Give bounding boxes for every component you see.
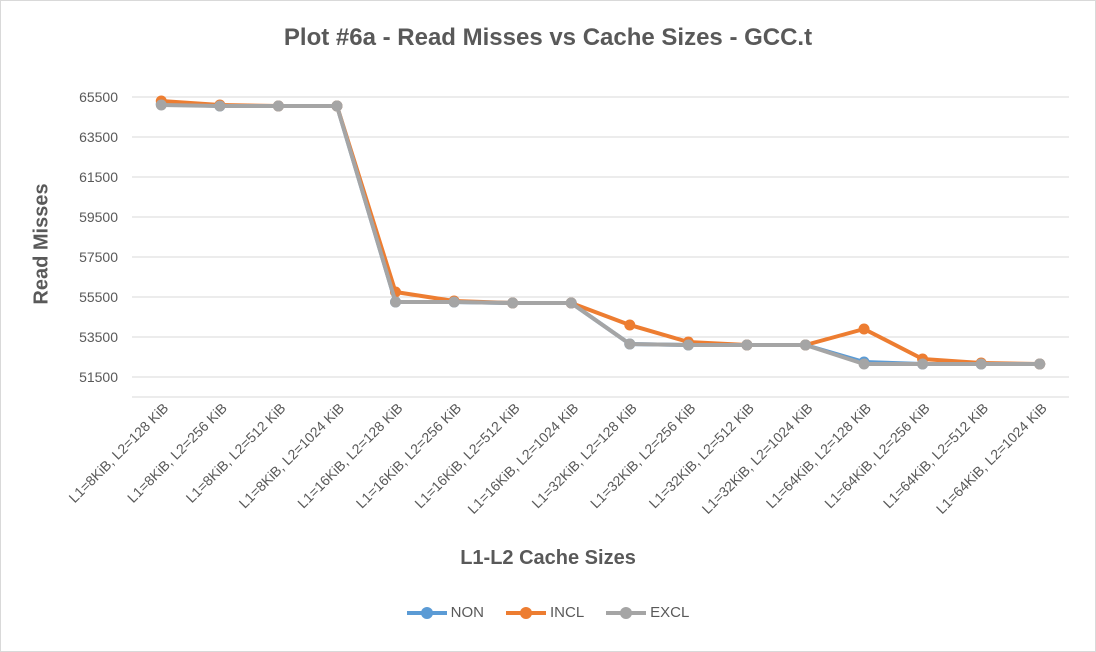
data-point-excl (741, 339, 753, 351)
legend-item-excl: EXCL (606, 604, 689, 621)
series-excl (155, 99, 1046, 370)
x-tick-label: L1=64KiB, L2=1024 KiB (933, 400, 1050, 517)
y-tick-label: 59500 (79, 209, 118, 225)
legend: NON INCL EXCL (0, 604, 1096, 621)
legend-swatch (505, 606, 546, 619)
x-tick-label: L1=8KiB, L2=1024 KiB (236, 400, 347, 511)
data-point-excl (799, 339, 811, 351)
series-layer (155, 95, 1046, 370)
data-point-excl (624, 338, 636, 350)
data-point-excl (565, 297, 577, 309)
chart-title: Plot #6a - Read Misses vs Cache Sizes - … (283, 24, 813, 51)
data-point-excl (272, 100, 284, 112)
data-point-excl (858, 358, 870, 370)
data-point-incl (624, 319, 636, 331)
data-point-excl (917, 358, 929, 370)
x-axis-title: L1-L2 Cache Sizes (460, 547, 636, 569)
x-tick-label: L1=16KiB, L2=1024 KiB (464, 400, 581, 517)
x-tick-label: L1=8KiB, L2=256 KiB (124, 400, 230, 506)
x-tick-label: L1=16KiB, L2=128 KiB (294, 400, 405, 511)
legend-swatch (406, 606, 447, 619)
y-tick-label: 55500 (79, 289, 118, 305)
data-point-excl (975, 358, 987, 370)
data-point-excl (682, 339, 694, 351)
gridlines (132, 96, 1069, 398)
x-tick-label: L1=16KiB, L2=512 KiB (411, 400, 522, 511)
y-tick-label: 51500 (79, 369, 118, 385)
data-point-excl (1034, 358, 1046, 370)
data-point-excl (390, 296, 402, 308)
x-tick-label: L1=64KiB, L2=128 KiB (763, 400, 874, 511)
data-point-excl (507, 297, 519, 309)
y-tick-labels: 51500 53500 55500 57500 59500 61500 63500 65500 (79, 89, 118, 385)
x-tick-label: L1=8KiB, L2=512 KiB (183, 400, 289, 506)
x-tick-label: L1=64KiB, L2=256 KiB (821, 400, 932, 511)
legend-item-non: NON (406, 604, 484, 621)
x-tick-label: L1=32KiB, L2=256 KiB (587, 400, 698, 511)
data-point-excl (214, 100, 226, 112)
x-tick-label: L1=8KiB, L2=128 KiB (65, 400, 171, 506)
series-line-excl (161, 103, 1040, 366)
y-tick-label: 63500 (79, 129, 118, 145)
data-point-excl (331, 100, 343, 112)
data-point-excl (448, 296, 460, 308)
y-tick-label: 53500 (79, 329, 118, 345)
x-tick-label: L1=16KiB, L2=256 KiB (353, 400, 464, 511)
legend-label: NON (450, 604, 484, 621)
x-tick-label: L1=32KiB, L2=1024 KiB (699, 400, 816, 517)
x-tick-label: L1=64KiB, L2=512 KiB (880, 400, 991, 511)
x-tick-label: L1=32KiB, L2=512 KiB (646, 400, 757, 511)
data-point-excl (155, 99, 167, 111)
legend-swatch (606, 606, 647, 619)
y-tick-label: 57500 (79, 249, 118, 265)
series-non (155, 98, 1046, 370)
y-tick-label: 65500 (79, 89, 118, 105)
legend-label: INCL (549, 604, 585, 621)
data-point-incl (858, 323, 870, 335)
legend-label: EXCL (650, 604, 690, 621)
y-tick-label: 61500 (79, 169, 118, 185)
x-tick-label: L1=32KiB, L2=128 KiB (528, 400, 639, 511)
legend-item-incl: INCL (505, 604, 585, 621)
